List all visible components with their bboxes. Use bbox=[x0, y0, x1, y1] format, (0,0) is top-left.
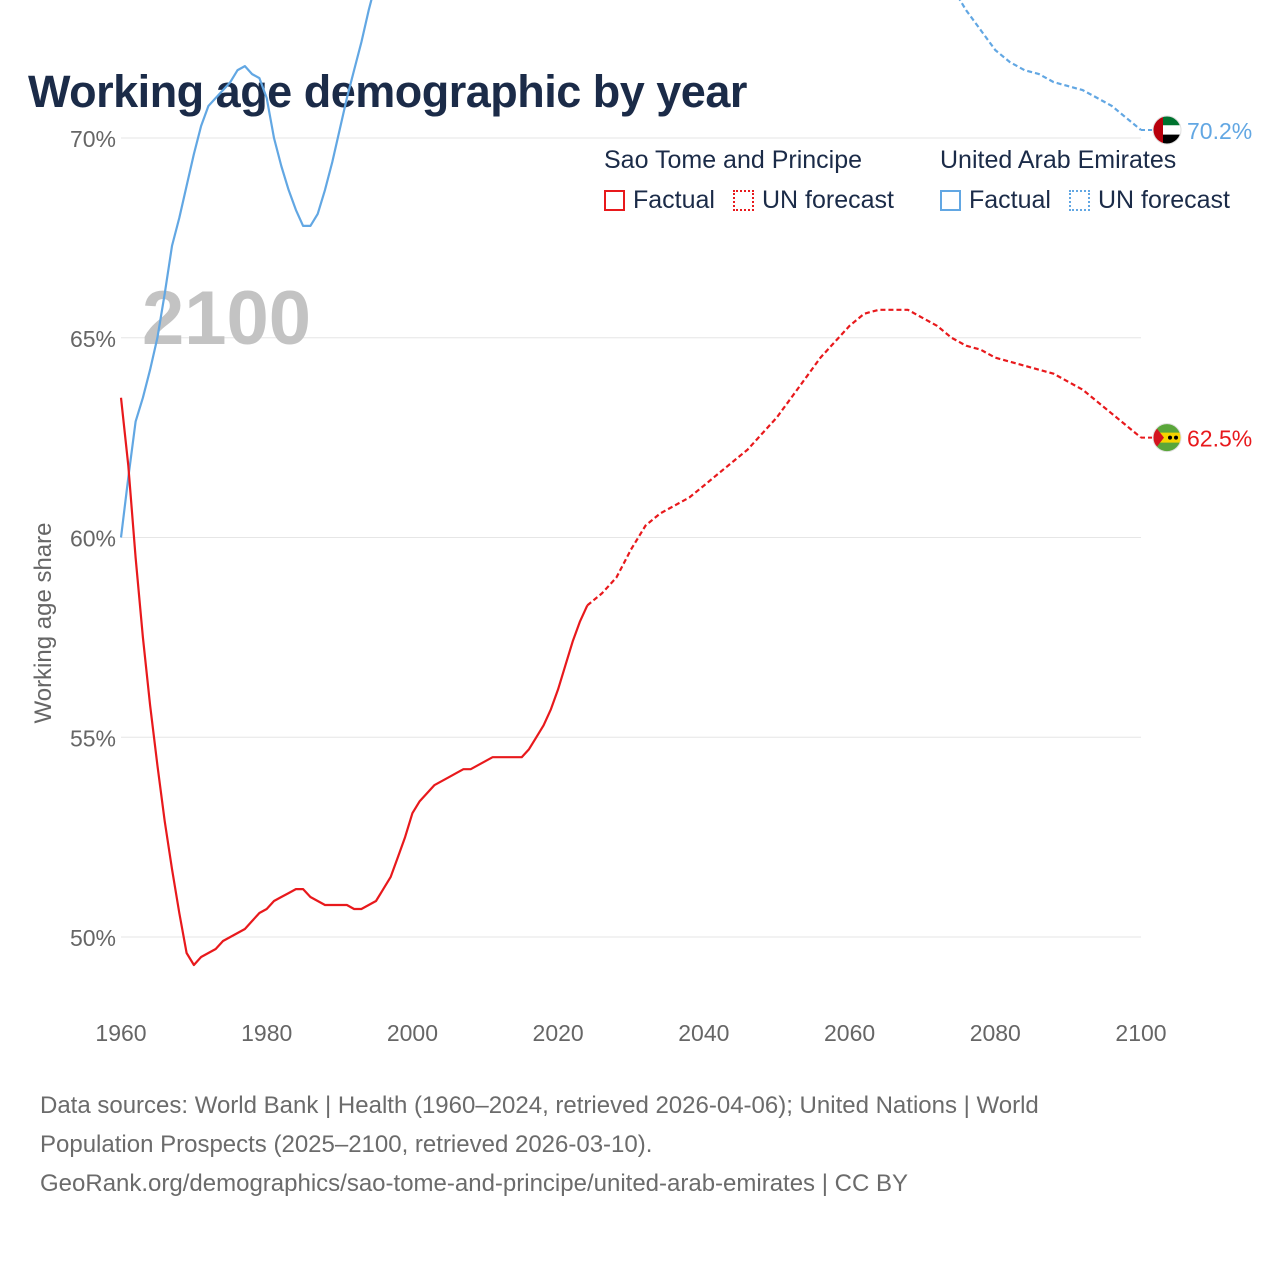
legend-group-sao-tome: Sao Tome and Principe Factual UN forecas… bbox=[604, 146, 912, 215]
y-tick-label: 70% bbox=[70, 126, 116, 152]
x-tick-label: 2000 bbox=[387, 1020, 438, 1046]
uae-flag bbox=[1152, 115, 1182, 145]
y-tick-label: 65% bbox=[70, 326, 116, 352]
y-tick-label: 55% bbox=[70, 725, 116, 751]
footer: Data sources: World Bank | Health (1960–… bbox=[40, 1086, 1240, 1203]
legend-group-uae: United Arab Emirates Factual UN forecast bbox=[940, 146, 1248, 215]
flag-stripe bbox=[1153, 116, 1181, 126]
x-tick-label: 2100 bbox=[1115, 1020, 1166, 1046]
end-markers: 70.2% 62.5% bbox=[1141, 115, 1252, 453]
series-lines bbox=[119, 0, 1142, 967]
y-axis-ticks: 50%55%60%65%70%75%80% bbox=[70, 126, 116, 951]
flag-triangle bbox=[1153, 423, 1164, 452]
chart-title: Working age demographic by year bbox=[28, 66, 747, 117]
legend-label: UN forecast bbox=[1097, 186, 1230, 214]
series-line-sao-tome-and-principe-forecast bbox=[586, 308, 1142, 607]
flag-stripe bbox=[1153, 432, 1181, 443]
x-tick-label: 2040 bbox=[678, 1020, 729, 1046]
legend-item-sao-tome-forecast[interactable]: UN forecast bbox=[732, 186, 894, 215]
flag-stripe bbox=[1153, 134, 1181, 145]
legend-swatch-solid bbox=[604, 190, 625, 211]
series-line-united-arab-emirates-forecast bbox=[958, 0, 1142, 131]
flag-star bbox=[1174, 435, 1178, 440]
legend-swatch-solid bbox=[940, 190, 961, 211]
legend-label: UN forecast bbox=[761, 186, 894, 214]
flag-stripe bbox=[1153, 125, 1181, 135]
end-value-label: 62.5% bbox=[1187, 426, 1252, 452]
footer-credit[interactable]: GeoRank.org/demographics/sao-tome-and-pr… bbox=[40, 1170, 908, 1197]
series-line-sao-tome-and-principe-factual bbox=[119, 397, 589, 967]
footer-sources-line1: Data sources: World Bank | Health (1960–… bbox=[40, 1092, 1039, 1119]
legend-swatch-dotted bbox=[1068, 190, 1090, 211]
x-tick-label: 1980 bbox=[241, 1020, 292, 1046]
flag-band bbox=[1153, 116, 1163, 145]
x-axis-ticks: 1960 1980 2000 2020 2040 2060 2080 2100 bbox=[95, 1020, 1166, 1046]
y-tick-label: 50% bbox=[70, 925, 116, 951]
legend-swatch-dotted bbox=[732, 190, 754, 211]
flag-border bbox=[1152, 423, 1182, 453]
end-value-label: 70.2% bbox=[1187, 118, 1252, 144]
flag-border bbox=[1152, 115, 1182, 145]
x-tick-label: 2020 bbox=[533, 1020, 584, 1046]
year-watermark: 2100 bbox=[142, 276, 311, 361]
legend-label: Factual bbox=[969, 186, 1051, 214]
legend-item-uae-forecast[interactable]: UN forecast bbox=[1068, 186, 1230, 215]
x-tick-label: 1960 bbox=[95, 1020, 146, 1046]
flag-body bbox=[1153, 116, 1181, 145]
gridlines bbox=[121, 137, 1141, 938]
y-axis-label: Working age share bbox=[30, 523, 57, 724]
line-chart: 50%55%60%65%70%75%80% 196019802000202020… bbox=[30, 0, 1252, 1046]
footer-sources-line2: Population Prospects (2025–2100, retriev… bbox=[40, 1131, 653, 1158]
x-tick-label: 2080 bbox=[970, 1020, 1021, 1046]
y-tick-label: 60% bbox=[70, 526, 116, 552]
legend-group-title: United Arab Emirates bbox=[940, 146, 1177, 174]
series-line-united-arab-emirates-factual bbox=[119, 0, 373, 538]
legend-label: Factual bbox=[633, 186, 715, 214]
flag-star bbox=[1168, 435, 1172, 440]
legend-item-sao-tome-factual[interactable]: Factual bbox=[604, 186, 715, 215]
legend-item-uae-factual[interactable]: Factual bbox=[940, 186, 1051, 215]
sao-tome-flag bbox=[1152, 423, 1182, 453]
x-tick-label: 2060 bbox=[824, 1020, 875, 1046]
legend-group-title: Sao Tome and Principe bbox=[604, 146, 863, 174]
flag-body bbox=[1153, 423, 1181, 452]
